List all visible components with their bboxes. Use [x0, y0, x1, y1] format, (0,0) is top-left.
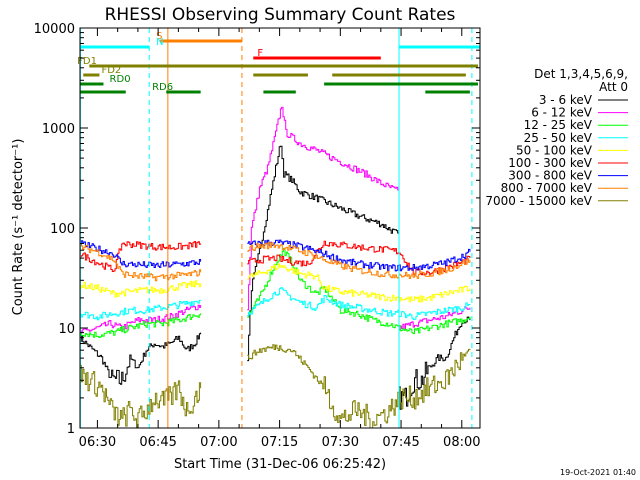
series-2-line-3	[399, 306, 471, 330]
y-tick-label-1000: 1000	[42, 122, 75, 137]
series-8-line-1	[80, 244, 202, 282]
footer-date: 19-Oct-2021 01:40	[560, 468, 636, 477]
chart-title: RHESSI Observing Summary Count Rates	[105, 5, 456, 25]
series-1	[80, 145, 471, 410]
legend-label-4: 25 - 50 keV	[524, 131, 593, 145]
series-2	[80, 106, 471, 334]
series-5-line-1	[80, 280, 202, 298]
legend-label-2: 6 - 12 keV	[531, 106, 593, 120]
series-3	[80, 247, 471, 338]
series-2-line-1	[80, 304, 202, 334]
flag-rd6-label: RD6	[152, 82, 173, 93]
series-3-line-1	[80, 313, 202, 338]
series-6-line-1	[80, 241, 202, 272]
legend-label-5: 50 - 100 keV	[516, 143, 593, 157]
series-8	[80, 241, 471, 282]
y-tick-label-100: 100	[50, 222, 75, 237]
x-tick-label-07:30: 07:30	[322, 435, 359, 450]
series-2-line-2	[247, 106, 400, 311]
legend-header-line-2: Att 0	[599, 80, 628, 94]
plot-frame	[79, 27, 481, 429]
flag-fd1-label: FD1	[77, 56, 97, 67]
flag-fd2-label: FD2	[101, 65, 121, 76]
flag-s-label: S	[156, 31, 162, 42]
flag-f-label: F	[257, 48, 263, 59]
axes: 06:30 06:45 07:00 07:15 07:30 07:45 08:00 1 10 10…	[34, 22, 481, 450]
series-3-line-2	[247, 247, 471, 335]
series-1-line-2	[247, 145, 400, 362]
series-8-line-2	[247, 241, 471, 279]
legend-header-line-1: Det 1,3,4,5,6,9,	[534, 67, 628, 81]
legend-label-8: 800 - 7000 keV	[501, 181, 593, 195]
series-9-line-2	[247, 344, 471, 429]
series-7-line-1	[80, 240, 202, 268]
series-5-line-2	[247, 263, 471, 303]
x-axis-label: Start Time (31-Dec-06 06:25:42)	[174, 457, 386, 472]
legend-label-1: 3 - 6 keV	[539, 93, 593, 107]
series-7-line-2	[247, 239, 471, 272]
x-tick-label-07:45: 07:45	[382, 435, 419, 450]
series-5	[80, 263, 471, 303]
x-tick-label-08:00: 08:00	[443, 435, 480, 450]
y-tick-label-10: 10	[58, 322, 75, 337]
legend-label-7: 300 - 800 keV	[508, 169, 592, 183]
series-9-line-1	[80, 364, 202, 428]
series-7	[80, 239, 471, 272]
x-tick-label-06:30: 06:30	[79, 435, 116, 450]
x-tick-label-06:45: 06:45	[139, 435, 176, 450]
series-4	[80, 287, 471, 321]
flag-rd0-label: RD0	[110, 74, 131, 85]
series-9	[80, 344, 471, 429]
y-tick-label-1: 1	[67, 422, 75, 437]
series-1-line-1	[80, 332, 202, 385]
series-4-line-1	[80, 299, 202, 321]
x-tick-label-07:00: 07:00	[200, 435, 237, 450]
x-tick-label-07:15: 07:15	[261, 435, 298, 450]
flag-n-label: N	[156, 37, 163, 48]
legend-label-3: 12 - 25 keV	[524, 118, 593, 132]
y-tick-label-10000: 10000	[34, 22, 75, 37]
legend-label-9: 7000 - 15000 keV	[485, 194, 592, 208]
y-axis-label: Count Rate (s⁻¹ detector⁻¹)	[11, 139, 26, 316]
legend-label-6: 100 - 300 keV	[508, 156, 592, 170]
series-4-line-2	[247, 287, 471, 320]
